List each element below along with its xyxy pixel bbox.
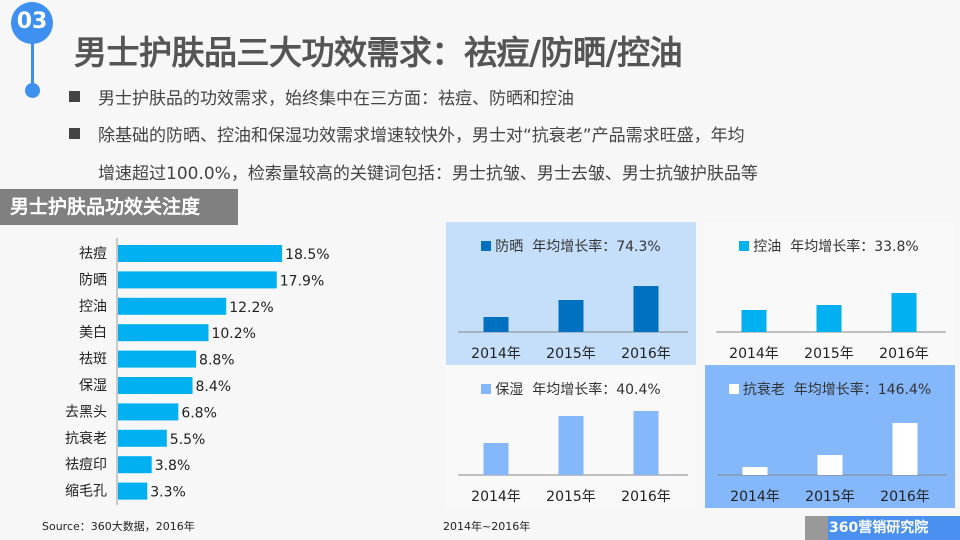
value-label: 17.9% [280, 273, 324, 289]
legend-swatch [481, 384, 492, 394]
category-label: 祛痘印 [65, 457, 107, 473]
year-label: 2015年 [546, 489, 596, 505]
bar [633, 411, 659, 475]
pin-dot [25, 83, 40, 98]
series-name: 保湿 [495, 382, 524, 398]
pin-line [31, 42, 34, 86]
growth-panel-2: 控油 年均增长率：33.8% 2014年 2015年 2016年 [704, 222, 954, 365]
category-label: 美白 [79, 325, 107, 341]
year-label: 2016年 [621, 346, 671, 362]
category-label: 抗衰老 [65, 430, 107, 447]
year-label: 2014年 [730, 489, 780, 505]
bar [558, 416, 584, 475]
section-title: 男士护肤品功效关注度 [0, 189, 238, 225]
series-name: 控油 [753, 239, 782, 255]
category-label: 保湿 [79, 378, 107, 394]
year-label: 2016年 [879, 346, 929, 362]
bar [118, 324, 209, 342]
rate-label: 年均增长率：74.3% [532, 239, 661, 255]
bullet-2-cont: 增速超过100.0%，检索量较高的关键词包括：男士抗皱、男士去皱、男士抗皱护肤品… [98, 164, 758, 184]
year-label: 2016年 [621, 489, 671, 505]
bar [483, 317, 509, 332]
legend-swatch [728, 384, 739, 394]
panel-title: 控油 年均增长率：33.8% [704, 236, 954, 256]
period-note: 2014年~2016年 [443, 520, 531, 533]
legend-swatch [481, 241, 492, 251]
section-number-badge: 03 [11, 2, 53, 44]
value-label: 10.2% [211, 326, 255, 342]
rate-label: 年均增长率：40.4% [532, 382, 661, 398]
bar [816, 305, 842, 332]
panel-title: 保湿 年均增长率：40.4% [446, 379, 696, 399]
value-label: 5.5% [170, 432, 206, 448]
bar [558, 300, 584, 332]
category-label: 祛斑 [79, 352, 107, 368]
growth-panel-1: 防晒 年均增长率：74.3% 2014年 2015年 2016年 [446, 222, 696, 365]
brand-logo: 360营销研究院 [805, 516, 960, 540]
year-label: 2016年 [880, 489, 930, 505]
bar [483, 443, 509, 475]
year-label: 2015年 [805, 489, 855, 505]
bar [118, 456, 152, 474]
legend-swatch [739, 241, 750, 251]
page-title: 男士护肤品三大功效需求：祛痘/防晒/控油 [74, 33, 683, 72]
value-label: 12.2% [229, 300, 273, 316]
year-label: 2015年 [804, 346, 854, 362]
panel-title: 防晒 年均增长率：74.3% [446, 236, 696, 256]
value-label: 8.8% [199, 353, 235, 369]
bar [118, 403, 179, 421]
rate-label: 年均增长率：146.4% [793, 382, 932, 398]
bar [118, 377, 193, 394]
value-label: 3.8% [155, 458, 191, 474]
bar [741, 310, 767, 332]
series-name: 防晒 [495, 239, 524, 255]
bar [892, 423, 918, 475]
bar [742, 467, 768, 475]
attention-bar-chart: 祛痘 18.5% 防晒 17.9% 控油 12.2% 美白 10.2% 祛斑 8.8% 保湿 8.4%… [65, 238, 330, 505]
bar [118, 245, 283, 262]
bar [118, 297, 227, 315]
bar [817, 455, 843, 475]
year-label: 2014年 [471, 346, 521, 362]
bar [118, 482, 148, 500]
category-label: 祛痘 [79, 246, 107, 262]
bar [118, 429, 167, 447]
value-label: 3.3% [150, 485, 186, 501]
bar [118, 271, 277, 289]
series-name: 抗衰老 [742, 382, 785, 398]
panel-title: 抗衰老 年均增长率：146.4% [705, 379, 955, 399]
growth-panel-3: 保湿 年均增长率：40.4% 2014年 2015年 2016年 [446, 365, 696, 508]
year-label: 2014年 [729, 346, 779, 362]
value-label: 18.5% [285, 247, 329, 263]
bar [891, 293, 917, 332]
year-label: 2014年 [471, 489, 521, 505]
source-note: Source：360大数据，2016年 [42, 520, 195, 533]
category-label: 缩毛孔 [65, 484, 107, 500]
year-label: 2015年 [546, 346, 596, 362]
category-label: 去黑头 [65, 404, 107, 420]
bullet-1: 男士护肤品的功效需求，始终集中在三方面：祛痘、防晒和控油 [69, 84, 574, 109]
growth-panel-4: 抗衰老 年均增长率：146.4% 2014年 2015年 2016年 [705, 365, 955, 508]
value-label: 8.4% [196, 379, 232, 395]
bullet-2: 除基础的防晒、控油和保湿功效需求增速较快外，男士对“抗衰老”产品需求旺盛，年均 [69, 121, 745, 146]
value-label: 6.8% [181, 405, 217, 421]
bar [118, 350, 197, 368]
rate-label: 年均增长率：33.8% [790, 239, 919, 255]
category-label: 防晒 [79, 272, 107, 288]
category-label: 控油 [79, 299, 107, 315]
bar [633, 286, 659, 332]
